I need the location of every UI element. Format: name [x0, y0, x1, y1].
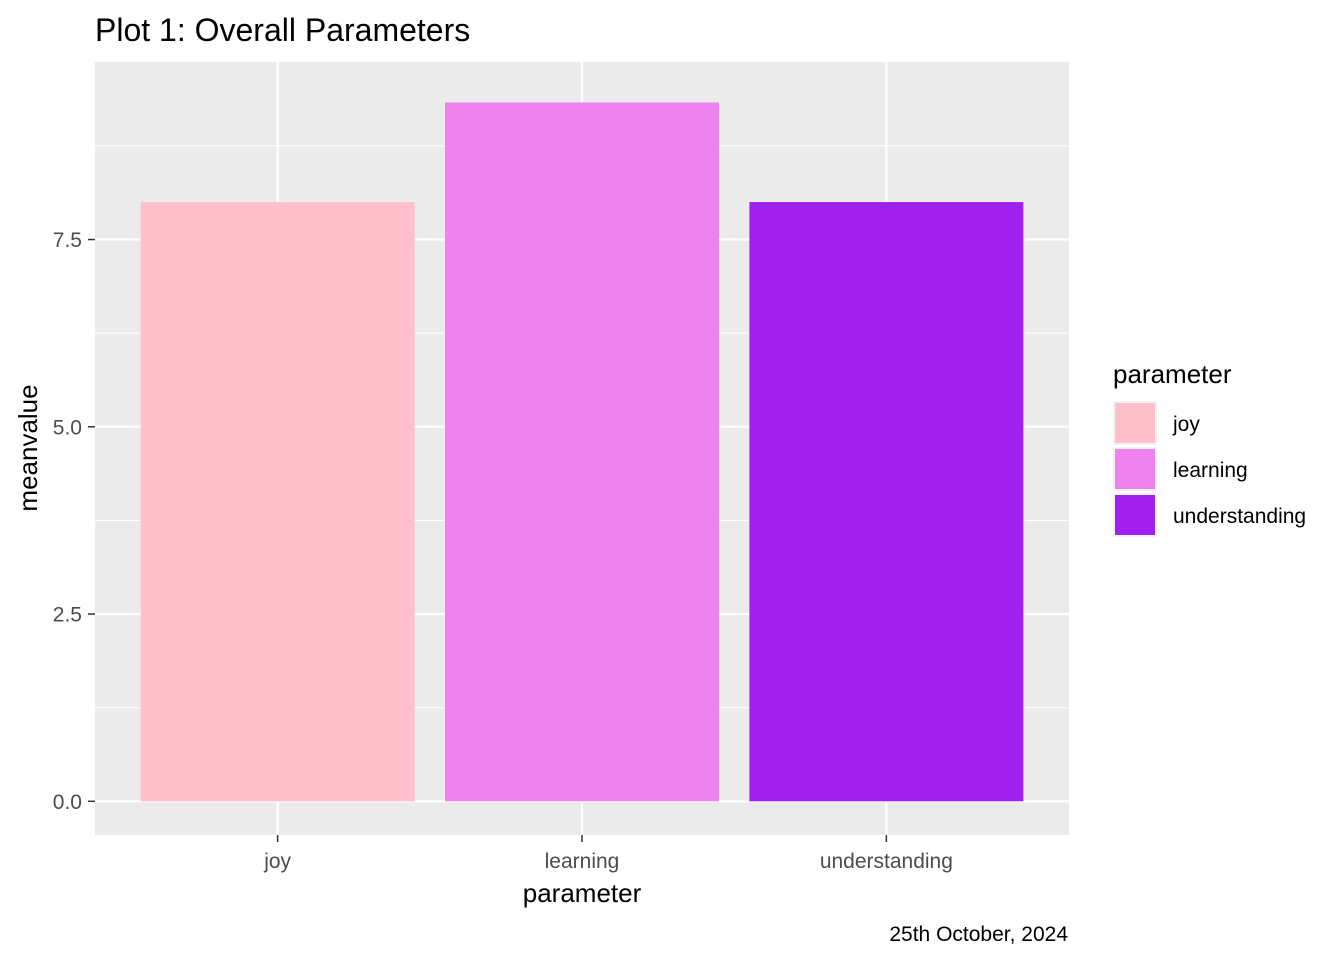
chart-title: Plot 1: Overall Parameters	[95, 12, 470, 48]
bar-joy	[140, 202, 415, 802]
y-axis: 0.0 2.5 5.0 7.5	[53, 229, 95, 814]
chart-caption: 25th October, 2024	[889, 923, 1068, 946]
x-axis-title: parameter	[523, 878, 642, 908]
y-tick-label: 2.5	[53, 604, 82, 627]
bar-understanding	[749, 202, 1024, 802]
y-tick-label: 7.5	[53, 229, 82, 252]
x-tick-label: understanding	[820, 850, 953, 873]
legend-key-understanding	[1115, 495, 1155, 535]
x-tick-label: joy	[263, 850, 291, 873]
y-tick-label: 5.0	[53, 416, 82, 439]
y-tick-label: 0.0	[53, 791, 82, 814]
legend: parameter joy learning understanding	[1113, 359, 1306, 537]
x-tick-label: learning	[545, 850, 620, 873]
legend-label-learning: learning	[1173, 459, 1248, 482]
legend-entries: joy learning understanding	[1113, 401, 1306, 537]
legend-label-understanding: understanding	[1173, 505, 1306, 528]
legend-key-learning	[1115, 449, 1155, 489]
legend-key-joy	[1115, 403, 1155, 443]
legend-label-joy: joy	[1172, 413, 1200, 436]
bar-learning	[445, 102, 719, 802]
y-axis-title: meanvalue	[13, 384, 43, 511]
bars	[140, 102, 1024, 802]
legend-title: parameter	[1113, 359, 1232, 389]
x-axis: joy learning understanding	[263, 835, 953, 873]
